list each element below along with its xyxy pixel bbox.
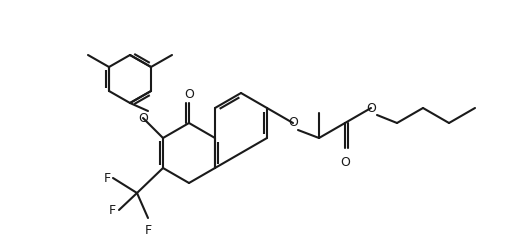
Text: O: O — [366, 102, 376, 114]
Text: O: O — [184, 88, 194, 102]
Text: F: F — [109, 204, 116, 216]
Text: F: F — [145, 224, 151, 237]
Text: F: F — [104, 172, 111, 184]
Text: O: O — [288, 116, 298, 130]
Text: O: O — [340, 156, 350, 169]
Text: O: O — [138, 111, 148, 124]
